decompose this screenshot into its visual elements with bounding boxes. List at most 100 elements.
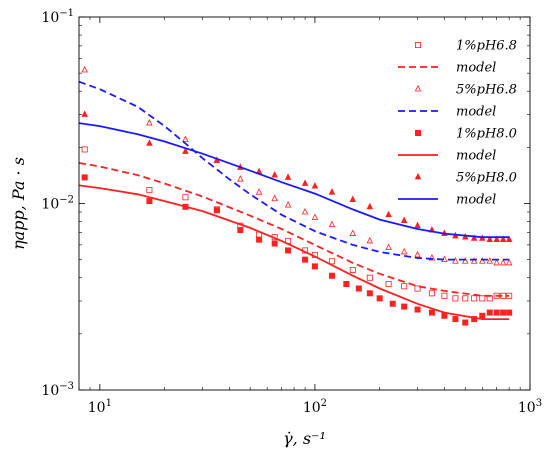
series-6-point (349, 195, 357, 202)
series-2-point (400, 247, 408, 255)
series-2-point (81, 65, 88, 73)
series-4-point (389, 300, 396, 307)
series-2-point (505, 258, 513, 266)
series-0-point (462, 295, 469, 302)
series-2-point (349, 229, 357, 236)
series-6-point (470, 234, 478, 241)
legend-label: 1%pH6.8 (456, 39, 517, 54)
series-0-point (414, 285, 421, 292)
legend: 1%pH6.8 model 5%pH6.8 model 1%pH8.0 model 5%pH… (398, 39, 517, 208)
y-tick-label: 10−2 (41, 195, 74, 213)
series-0-point (328, 258, 335, 265)
series-6-point (146, 139, 153, 146)
series-4-point (401, 303, 408, 310)
series-6-point (385, 210, 392, 218)
series-4-point (471, 316, 478, 323)
series-4-point (271, 240, 278, 247)
series-6-point (301, 179, 309, 186)
x-tick-label: 101 (88, 398, 112, 416)
series-2-point (182, 135, 189, 143)
series-4-point (328, 272, 335, 279)
series-4-point (302, 256, 309, 263)
series-4-point (452, 316, 459, 323)
series-4-point (462, 319, 469, 326)
plot-area (79, 65, 513, 326)
series-0-point (479, 295, 486, 302)
series-4-point (256, 236, 263, 243)
legend-swatch-marker (414, 42, 421, 49)
series-0-point (471, 295, 478, 302)
series-6-point (81, 110, 88, 117)
series-2-point (499, 258, 507, 266)
series-4-point (81, 174, 88, 181)
series-6-point (493, 235, 500, 243)
series-6-point (505, 235, 513, 243)
axes: 101 102 103 10−3 10−2 10−1 γ̇, s⁻¹ ηapp, Pa · s (9, 8, 542, 448)
series-4-point (343, 281, 350, 288)
series-4-point (500, 309, 507, 316)
series-2-point (470, 257, 478, 264)
series-4-point (479, 312, 486, 319)
y-axis-label: ηapp, Pa · s (9, 157, 28, 250)
legend-label: model (456, 105, 496, 120)
series-4-point (414, 306, 421, 313)
series-2-point (284, 201, 292, 208)
series-2-point (385, 243, 392, 251)
series-0-point (146, 187, 153, 194)
legend-label: 5%pH8.0 (456, 171, 517, 186)
series-0-point (81, 146, 88, 153)
series-4-point (237, 227, 244, 234)
series-6-point (400, 216, 408, 223)
series-1-line (79, 162, 510, 297)
y-tick-label: 10−1 (41, 8, 74, 26)
series-6-point (366, 202, 374, 210)
series-4-point (213, 207, 220, 214)
series-6-point (271, 171, 278, 178)
legend-label: 1%pH8.0 (456, 127, 517, 142)
series-2-point (462, 257, 469, 264)
series-0-point (349, 266, 356, 273)
series-2-point (301, 207, 309, 215)
series-6-point (414, 221, 421, 229)
series-2-point (414, 250, 421, 258)
series-6-point (328, 188, 336, 195)
series-6-point (284, 173, 292, 180)
series-0-point (385, 281, 392, 288)
series-3-line (79, 80, 510, 261)
series-4-point (355, 285, 362, 292)
legend-swatch-marker (414, 129, 421, 136)
series-4-point (311, 263, 318, 270)
series-0-point (452, 295, 459, 302)
x-tick-label: 102 (303, 398, 327, 416)
series-0-point (182, 194, 189, 201)
legend-label: 5%pH6.8 (456, 83, 517, 98)
series-0-point (401, 283, 408, 290)
series-2-point (255, 188, 263, 195)
series-4-point (486, 309, 493, 316)
series-6-point (311, 181, 319, 189)
series-2-point (479, 257, 486, 264)
series-5-line (79, 184, 510, 320)
series-4-point (441, 312, 448, 319)
series-7-line (79, 122, 510, 239)
series-2-point (271, 194, 278, 202)
legend-swatch-marker (414, 84, 422, 92)
series-4-point (428, 309, 435, 316)
series-6-point (182, 147, 189, 154)
x-axis-label: γ̇, s⁻¹ (283, 429, 326, 448)
series-4-point (146, 198, 153, 205)
series-6-point (486, 235, 494, 243)
legend-label: model (456, 61, 496, 76)
series-2-point (366, 236, 374, 244)
series-4-point (493, 309, 500, 316)
series-6-point (499, 235, 507, 243)
series-0-point (428, 290, 435, 297)
series-4-point (366, 290, 373, 297)
series-2-point (328, 220, 336, 228)
series-2-point (311, 213, 319, 221)
legend-swatch-marker (414, 172, 422, 180)
legend-label: model (456, 149, 496, 164)
series-2-point (452, 257, 459, 264)
series-4-point (376, 295, 383, 302)
